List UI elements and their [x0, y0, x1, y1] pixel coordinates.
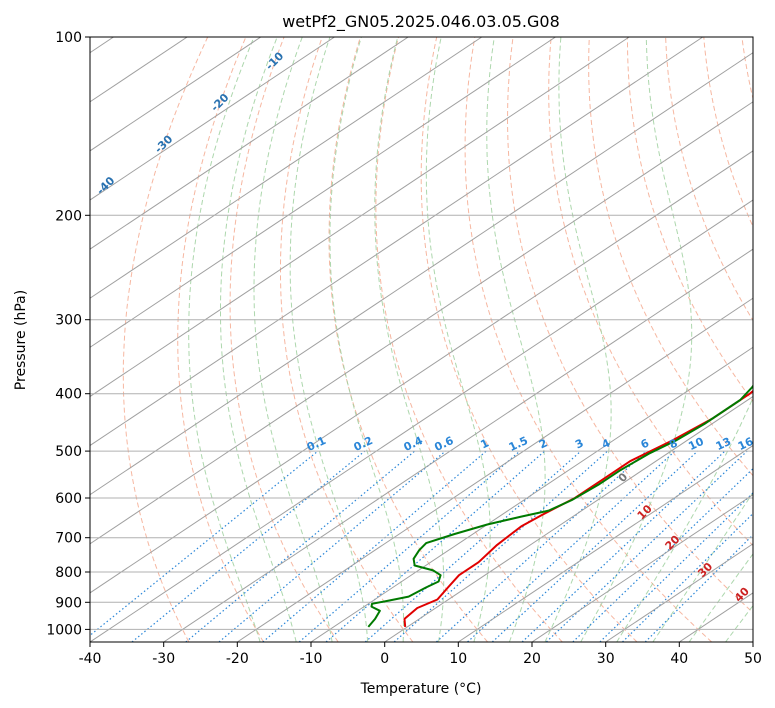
isotherm-line [90, 199, 753, 642]
x-tick-label: 0 [380, 651, 389, 667]
mixing-ratio-line [262, 450, 487, 642]
moist-adiabat-line [289, 37, 369, 642]
isotherm-line [90, 37, 556, 348]
mixing-ratio-line [90, 450, 319, 637]
x-tick-label: 40 [670, 651, 688, 667]
isotherm-line [90, 37, 409, 250]
mixing-ratio-line [644, 534, 753, 642]
temperature-profile-line [403, 389, 753, 627]
isotherm-line [384, 395, 753, 642]
mixing-ratio-line [572, 467, 753, 642]
mixing-ratio-line [491, 450, 699, 642]
y-axis-title: Pressure (hPa) [13, 290, 29, 390]
pressure-gridlines [90, 37, 753, 630]
dry-adiabat-line [122, 37, 209, 642]
dry-adiabat-line [588, 37, 753, 477]
x-tick-label: 10 [449, 651, 467, 667]
y-tick-label: 1000 [46, 622, 82, 638]
x-tick-label: 30 [597, 651, 615, 667]
plot-area: 0.10.20.40.611.52346810131620253036-100-… [90, 37, 756, 642]
isotherm-line [90, 37, 335, 201]
dry-adiabat-line [177, 37, 264, 642]
isotherms [90, 37, 753, 642]
dry-adiabat-line [665, 37, 753, 322]
isotherm-line [458, 444, 753, 642]
mixing-ratio-line [325, 450, 546, 642]
dry-adiabats [122, 37, 753, 642]
y-tick-label: 100 [55, 30, 82, 46]
mixing-ratio-line [298, 450, 521, 642]
dry-adiabat-line [328, 37, 488, 642]
profile-series [367, 384, 753, 628]
mixing-ratio-line [467, 450, 676, 642]
y-tick-label: 600 [55, 491, 82, 507]
x-tick-label: -20 [226, 651, 249, 667]
mixing-ratio-line [621, 512, 753, 642]
dry-adiabat-line [420, 37, 638, 642]
moist-adiabat-line [374, 37, 445, 642]
y-tick-label: 300 [55, 313, 82, 329]
moist-adiabat-line [425, 37, 491, 642]
x-tick-label: -10 [300, 651, 323, 667]
dry-adiabat-line [375, 37, 563, 642]
plot-frame [89, 36, 754, 643]
isotherm-line [90, 37, 262, 152]
y-tick-label: 900 [55, 595, 82, 611]
x-tick-label: -40 [79, 651, 102, 667]
isotherm-line [163, 248, 753, 642]
mixing-ratio-lines [90, 450, 753, 642]
isotherm-line [90, 150, 753, 594]
isotherm-line [90, 37, 630, 398]
dry-adiabat-line [464, 37, 713, 642]
dry-adiabat-line [627, 37, 753, 403]
moist-adiabat-line [580, 37, 693, 642]
isotherm-line [310, 346, 753, 642]
x-tick-label: 50 [744, 651, 762, 667]
y-tick-label: 400 [55, 387, 82, 403]
mixing-ratio-line [185, 450, 416, 642]
x-axis: -40 -30 -20 -10 0 10 20 30 40 50 [79, 642, 762, 667]
mixing-ratio-label: 13 [714, 435, 733, 453]
x-tick-label: -30 [152, 651, 175, 667]
mixing-ratio-label: 10 [686, 435, 706, 453]
y-tick-label: 200 [55, 208, 82, 224]
y-axis: 100 200 300 400 500 600 700 800 900 1000 [46, 30, 90, 638]
mixing-ratio-line [521, 450, 726, 642]
dry-adiabat-line [229, 37, 339, 642]
isotherm-line [90, 37, 704, 447]
isotherm-line [90, 37, 483, 299]
dry-adiabat-line [280, 37, 414, 642]
mixing-ratio-line [218, 450, 446, 642]
mixing-ratio-line [599, 492, 753, 642]
y-tick-label: 500 [55, 444, 82, 460]
moist-adiabat-line [329, 37, 405, 642]
isotherm-line [90, 52, 753, 496]
dry-adiabat-line [506, 37, 753, 614]
dewpoint-profile-line [367, 384, 753, 628]
y-tick-label: 800 [55, 565, 82, 581]
isotherm-line [90, 101, 753, 545]
isotherm-line [237, 297, 753, 642]
mixing-ratio-label: 16 [736, 435, 756, 453]
y-tick-label: 700 [55, 531, 82, 547]
dry-adiabat-line [703, 37, 753, 228]
x-tick-label: 20 [523, 651, 541, 667]
x-axis-title: Temperature (°C) [360, 681, 482, 697]
isotherm-line [531, 494, 753, 642]
dry-adiabat-line [548, 37, 753, 547]
mixing-ratio-line [435, 450, 647, 642]
chart-title: wetPf2_GN05.2025.046.03.05.G08 [282, 12, 560, 32]
